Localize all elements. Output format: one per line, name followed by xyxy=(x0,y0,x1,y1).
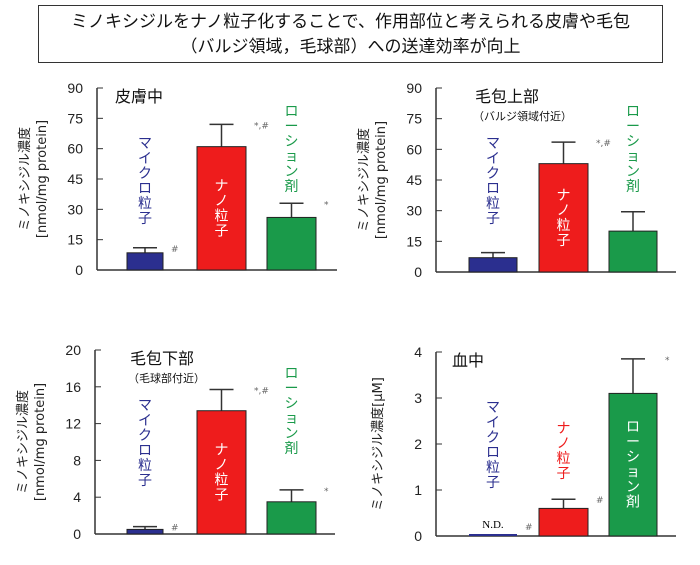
y-axis-label: ミノキシジル濃度 xyxy=(356,128,372,232)
y-tick-label: 30 xyxy=(406,203,422,219)
chart-title: 血中 xyxy=(452,351,484,370)
category-label: マイクロ粒子 xyxy=(486,136,500,227)
y-tick-label: 20 xyxy=(65,342,81,358)
y-tick-label: 60 xyxy=(406,141,422,157)
title-line-1: ミノキシジルをナノ粒子化することで、作用部位と考えられる皮膚や毛包 xyxy=(71,12,630,32)
y-tick-label: 1 xyxy=(414,482,422,498)
significance-mark: *,# xyxy=(254,121,269,131)
y-tick-label: 45 xyxy=(67,171,83,187)
y-tick-label: 3 xyxy=(414,390,422,406)
y-axis-label: ミノキシジル濃度 xyxy=(17,127,33,231)
bar-1 xyxy=(196,410,247,535)
value-label: N.D. xyxy=(482,519,504,531)
bar-0 xyxy=(468,257,518,273)
y-axis-label: [nmol/mg protein] xyxy=(35,120,50,238)
y-tick-label: 90 xyxy=(406,80,422,96)
category-label: ナノ粒子 xyxy=(215,442,229,503)
bar-2 xyxy=(608,230,658,273)
category-label: マイクロ粒子 xyxy=(138,398,152,489)
y-tick-label: 60 xyxy=(67,141,83,157)
y-tick-label: 0 xyxy=(73,526,81,542)
bar-2 xyxy=(266,501,317,535)
chart-subtitle: （バルジ領域付近） xyxy=(473,109,572,123)
figure-title-box: ミノキシジルをナノ粒子化することで、作用部位と考えられる皮膚や毛包 （バルジ領域… xyxy=(38,5,663,63)
y-tick-label: 45 xyxy=(406,172,422,188)
significance-mark: # xyxy=(171,245,179,255)
significance-mark: *,# xyxy=(254,387,269,397)
y-tick-label: 15 xyxy=(406,233,422,249)
category-label: ナノ粒子 xyxy=(557,421,571,482)
bar-0 xyxy=(126,528,164,535)
title-line-2: （バルジ領域，毛球部）への送達効率が向上 xyxy=(180,37,521,57)
category-label: マイクロ粒子 xyxy=(138,136,152,227)
category-label: ナノ粒子 xyxy=(215,178,229,239)
y-tick-label: 75 xyxy=(406,111,422,127)
y-tick-label: 12 xyxy=(65,416,81,432)
category-label: ローション剤 xyxy=(626,420,640,511)
significance-mark: * xyxy=(324,487,329,497)
y-tick-label: 0 xyxy=(414,528,422,544)
y-tick-label: 75 xyxy=(67,110,83,126)
category-label: マイクロ粒子 xyxy=(486,400,500,491)
significance-mark: * xyxy=(324,200,329,210)
category-label: ローション剤 xyxy=(285,366,299,457)
bar-0 xyxy=(126,252,164,271)
y-tick-label: 30 xyxy=(67,201,83,217)
y-axis-label: ミノキシジル濃度[μM] xyxy=(370,377,386,511)
bar-2 xyxy=(266,216,317,271)
y-axis-label: ミノキシジル濃度 xyxy=(15,390,31,494)
bar-2 xyxy=(608,392,658,537)
category-label: ローション剤 xyxy=(285,104,299,195)
y-tick-label: 4 xyxy=(414,344,422,360)
chart-subtitle: （毛球部付近） xyxy=(128,371,205,385)
significance-mark: # xyxy=(596,496,604,506)
bar-1 xyxy=(196,146,247,271)
y-tick-label: 90 xyxy=(67,80,83,96)
significance-mark: * xyxy=(665,356,670,366)
significance-mark: # xyxy=(171,524,179,534)
significance-mark: # xyxy=(525,523,533,533)
category-label: ローション剤 xyxy=(626,104,640,195)
chart-title: 毛包下部 xyxy=(130,349,194,368)
category-label: ナノ粒子 xyxy=(557,188,571,249)
y-tick-label: 16 xyxy=(65,379,81,395)
y-tick-label: 0 xyxy=(414,264,422,280)
y-axis-label: [nmol/mg protein] xyxy=(374,121,389,239)
y-tick-label: 8 xyxy=(73,452,81,468)
y-tick-label: 2 xyxy=(414,436,422,452)
chart-title: 毛包上部 xyxy=(475,87,539,106)
y-tick-label: 4 xyxy=(73,489,81,505)
chart-title: 皮膚中 xyxy=(115,87,163,106)
y-axis-label: [nmol/mg protein] xyxy=(33,383,48,501)
bar-1 xyxy=(538,163,589,273)
bar-1 xyxy=(538,507,589,537)
significance-mark: *,# xyxy=(596,139,611,149)
y-tick-label: 15 xyxy=(67,232,83,248)
y-tick-label: 0 xyxy=(75,262,83,278)
